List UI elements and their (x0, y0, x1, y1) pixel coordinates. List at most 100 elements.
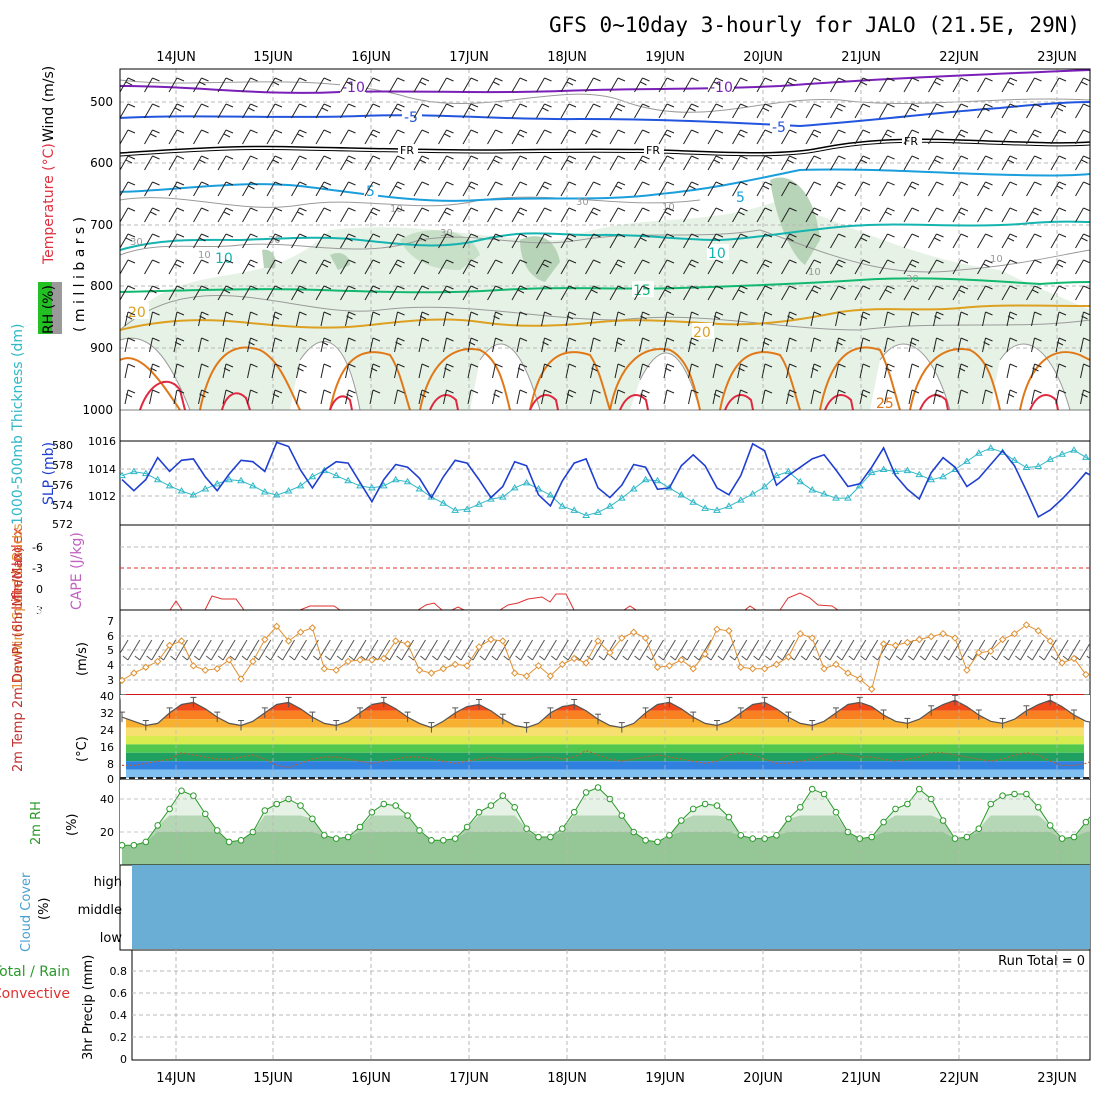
upper-wind-barb-flag (813, 103, 822, 108)
upper-wind-barb-flag (762, 107, 770, 112)
wind10m-barb (996, 639, 1010, 661)
upper-wind-barb (614, 311, 619, 327)
upper-wind-barb-flag (1083, 207, 1090, 212)
upper-wind-barb-flag (838, 233, 846, 238)
upper-wind-barb-flag (470, 285, 479, 290)
upper-wind-barb-flag (470, 77, 479, 82)
upper-wind-barb-flag (1056, 341, 1064, 346)
upper-wind-barb (859, 389, 864, 405)
upper-wind-barb-flag (127, 129, 136, 134)
upper-wind-barb (639, 363, 643, 379)
upper-wind-barb (781, 207, 790, 223)
upper-wind-barb-flag (346, 393, 353, 398)
upper-wind-barb-flag (568, 363, 577, 368)
wind10m-point (249, 657, 257, 666)
upper-wind-barb-flag (811, 133, 819, 138)
wind10m-point (867, 685, 876, 693)
upper-wind-barb-flag (811, 211, 819, 216)
upper-wind-barb-flag (152, 207, 160, 212)
wind10m-barb-flag (170, 655, 176, 661)
upper-wind-barb (903, 259, 913, 275)
upper-wind-barb (1001, 181, 1011, 197)
upper-wind-barb-flag (813, 363, 822, 368)
upper-wind-barb-flag (299, 363, 307, 368)
upper-wind-barb (217, 259, 227, 275)
ylabel-rh: RH (%) (41, 285, 57, 334)
upper-wind-barb-flag (960, 363, 969, 368)
upper-wind-barb-flag (493, 315, 500, 320)
thickness-point (522, 478, 531, 486)
upper-wind-barb-flag (446, 181, 454, 186)
upper-wind-barb (1075, 259, 1084, 275)
thickness-point (641, 475, 650, 483)
upper-wind-barb-flag (348, 259, 356, 264)
rh2m-point (701, 800, 709, 808)
thickness-point (808, 485, 817, 493)
upper-wind-barb (394, 311, 398, 327)
upper-wind-barb (933, 389, 937, 405)
upper-wind-barb (168, 259, 178, 275)
upper-wind-barb (266, 181, 276, 197)
wind10m-panel: 7 6 5 4 3 10m Wind Speed & Barbs (m/s) (11, 523, 1091, 696)
rh2m-point (594, 784, 602, 791)
upper-wind-barb (903, 181, 913, 197)
upper-wind-barb-flag (444, 367, 451, 372)
upper-wind-barb-flag (860, 237, 868, 242)
upper-wind-barb-flag (323, 363, 332, 368)
upper-wind-barb-flag (199, 81, 206, 86)
rh2m-point (797, 804, 804, 811)
upper-wind-barb (977, 207, 986, 223)
upper-wind-barb (835, 363, 839, 379)
contour-label-fr: FR (400, 144, 414, 157)
thickness-point (213, 479, 222, 487)
upper-wind-barb-flag (421, 103, 430, 108)
upper-wind-barb-flag (248, 263, 255, 268)
upper-wind-barb (438, 181, 447, 197)
upper-wind-barb-flag (372, 259, 381, 264)
upper-wind-barb-flag (566, 237, 574, 242)
upper-wind-barb-flag (911, 181, 920, 186)
thickness-point (701, 504, 709, 511)
wind10m-point (546, 672, 555, 680)
upper-wind-barb-flag (201, 337, 209, 342)
upper-wind-barb (737, 311, 741, 327)
upper-wind-barb (560, 207, 570, 223)
upper-wind-barb (1050, 207, 1060, 223)
upper-wind-barb-flag (1034, 285, 1042, 290)
upper-wind-barb-flag (787, 237, 794, 242)
upper-wind-barb (120, 285, 129, 301)
upper-wind-barb (756, 181, 766, 197)
upper-wind-barb-flag (1034, 363, 1042, 368)
upper-wind-barb (854, 181, 864, 197)
upper-wind-barb-flag (642, 337, 650, 342)
upper-wind-barb-flag (348, 285, 356, 290)
wind10m-point (748, 665, 757, 673)
upper-wind-barb (340, 77, 349, 93)
wind10m-barb (436, 639, 450, 661)
top-date-labels: 14JUN 15JUN 16JUN 17JUN 18JUN 19JUN 20JU… (156, 50, 1077, 65)
upper-wind-barb (781, 77, 790, 93)
wind10m-barb-flag (1003, 655, 1009, 661)
upper-wind-barb (217, 155, 227, 171)
upper-wind-barb-flag (1083, 389, 1090, 394)
upper-wind-barb-flag (985, 259, 993, 264)
upper-wind-barb (1031, 389, 1035, 405)
upper-wind-barb (266, 285, 276, 301)
upper-wind-barb (928, 155, 937, 171)
upper-wind-barb (320, 337, 325, 353)
upper-wind-barb (315, 155, 325, 171)
upper-wind-barb-flag (517, 133, 525, 138)
bottom-date-label: 21JUN (841, 1071, 881, 1086)
wind10m-point (1082, 670, 1090, 679)
wind10m-barb-flag (562, 655, 569, 661)
wind10m-barb (1067, 639, 1081, 661)
upper-wind-barb (438, 129, 447, 145)
ytick-label: 600 (90, 156, 113, 170)
wind10m-point (641, 634, 650, 642)
upper-wind-barb-flag (274, 259, 283, 264)
upper-wind-barb-flag (176, 389, 185, 394)
upper-wind-barb (933, 363, 937, 379)
ylabel-wind: Wind (m/s) (41, 66, 57, 142)
ylabel-precip-main: 3hr Precip (mm) (81, 955, 96, 1060)
upper-wind-barb-flag (642, 207, 650, 212)
